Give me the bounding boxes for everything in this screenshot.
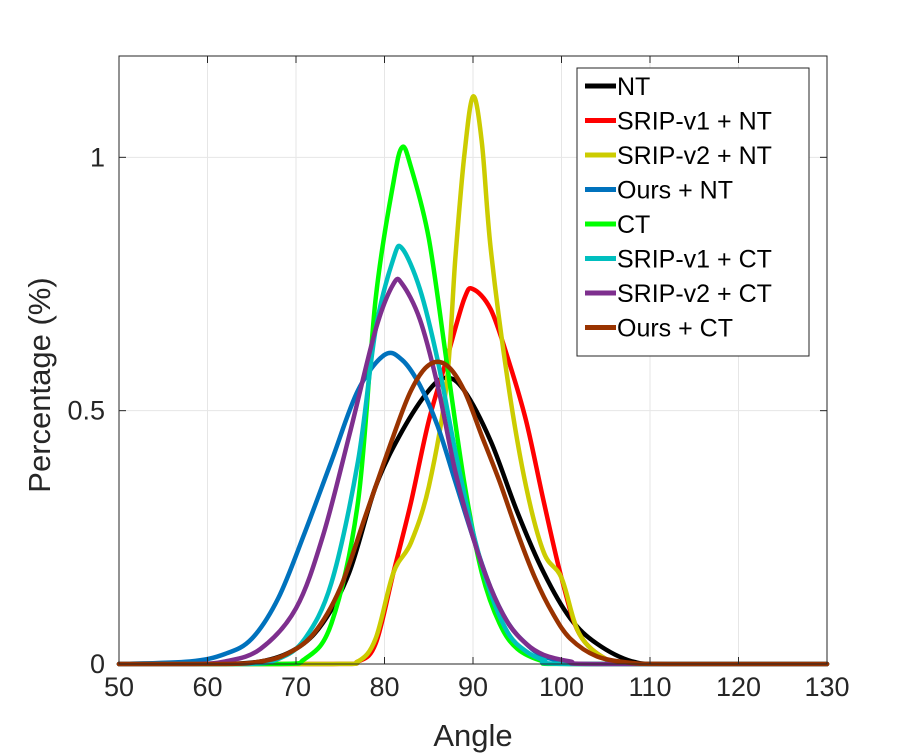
x-axis-ticks: 50 60 70 80 90 100 110 120 130 [104,56,850,702]
series-lines [116,94,830,667]
series-line-srip-v1-ct [116,243,830,667]
legend-entry-srip-v2-ct: SRIP-v2 + CT [617,280,772,308]
series-line-ours-ct [116,359,830,667]
x-tick-label: 60 [192,672,222,702]
series-line-srip-v2-ct [116,276,830,667]
legend-entry-ours-nt: Ours + NT [617,177,733,205]
y-axis-label: Percentage (%) [22,277,57,492]
legend-entry-srip-v2-nt: SRIP-v2 + NT [617,142,772,170]
y-axis-ticks: 00.51 [67,142,827,679]
x-tick-label: 90 [458,672,488,702]
x-tick-label: 50 [104,672,134,702]
x-tick-label: 110 [628,672,671,702]
legend-entry-srip-v1-ct: SRIP-v1 + CT [617,246,772,274]
legend-entry-srip-v1-nt: SRIP-v1 + NT [617,108,772,136]
legend: NT SRIP-v1 + NT SRIP-v2 + NT Ours + NT CT SRI… [576,67,810,357]
legend-entry-ours-ct: Ours + CT [617,315,733,343]
x-tick-label: 70 [281,672,311,702]
legend-box [576,67,810,357]
series-line-srip-v2-nt [116,94,830,667]
x-tick-label: 130 [804,672,849,702]
legend-entry-nt: NT [617,73,650,101]
y-tick-label: 0.5 [67,396,105,426]
x-tick-label: 120 [716,672,761,702]
y-tick-label: 1 [90,142,105,172]
x-tick-label: 100 [539,672,584,702]
x-tick-label: 80 [369,672,399,702]
legend-entry-ct: CT [617,211,650,239]
x-axis-label: Angle [433,718,512,753]
y-tick-label: 0 [90,649,105,679]
